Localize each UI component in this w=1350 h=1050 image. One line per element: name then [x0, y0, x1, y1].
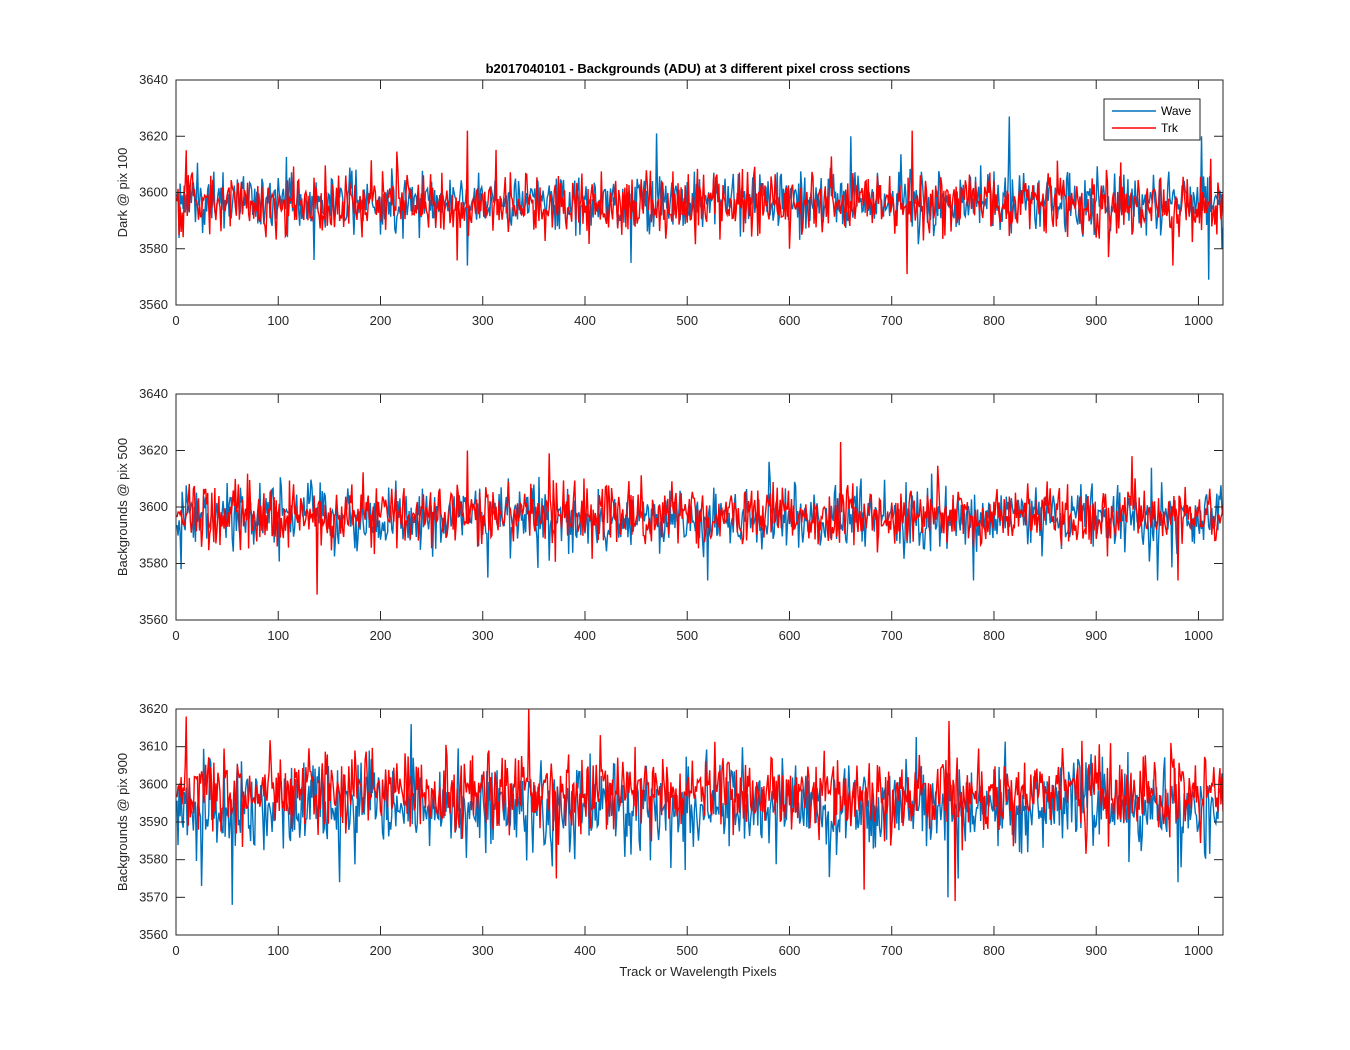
x-tick-label: 200	[370, 943, 392, 958]
y-axis-label: Backgrounds @ pix 900	[115, 753, 130, 891]
y-tick-label: 3640	[139, 72, 168, 87]
y-tick-label: 3580	[139, 852, 168, 867]
y-tick-label: 3600	[139, 776, 168, 791]
x-tick-label: 1000	[1184, 943, 1213, 958]
y-axis-label: Backgrounds @ pix 500	[115, 438, 130, 576]
x-tick-label: 1000	[1184, 628, 1213, 643]
x-tick-label: 900	[1085, 943, 1107, 958]
legend-label-trk: Trk	[1161, 121, 1179, 135]
y-tick-label: 3600	[139, 499, 168, 514]
x-tick-label: 0	[172, 313, 179, 328]
x-tick-label: 500	[676, 313, 698, 328]
chart-title: b2017040101 - Backgrounds (ADU) at 3 dif…	[486, 61, 911, 76]
x-tick-label: 200	[370, 628, 392, 643]
x-tick-label: 100	[267, 628, 289, 643]
y-tick-label: 3560	[139, 927, 168, 942]
series-line-trk	[176, 130, 1223, 275]
subplot-2: 0 100 200 300 400 500 600 700 800 900 1000 3560 3580…	[115, 386, 1224, 643]
x-tick-label: 800	[983, 943, 1005, 958]
x-tick-label: 400	[574, 628, 596, 643]
x-tick-label: 400	[574, 943, 596, 958]
x-tick-label: 300	[472, 313, 494, 328]
y-tick-label: 3560	[139, 612, 168, 627]
x-tick-label: 300	[472, 628, 494, 643]
y-tick-label: 3610	[139, 739, 168, 754]
x-tick-label: 900	[1085, 313, 1107, 328]
x-tick-label: 0	[172, 628, 179, 643]
y-tick-label: 3620	[139, 443, 168, 458]
y-tick-label: 3560	[139, 297, 168, 312]
x-tick-label: 100	[267, 313, 289, 328]
x-tick-label: 0	[172, 943, 179, 958]
subplot-1: 0 100 200 300 400 500 600 700 800 900 1000 3560 3580…	[115, 72, 1224, 328]
x-tick-label: 600	[779, 313, 801, 328]
x-tick-label: 300	[472, 943, 494, 958]
legend-label-wave: Wave	[1161, 104, 1192, 118]
y-tick-label: 3580	[139, 556, 168, 571]
x-tick-label: 200	[370, 313, 392, 328]
x-tick-label: 100	[267, 943, 289, 958]
x-tick-label: 700	[881, 943, 903, 958]
x-tick-label: 1000	[1184, 313, 1213, 328]
y-tick-label: 3590	[139, 814, 168, 829]
x-tick-label: 600	[779, 628, 801, 643]
series-line-trk	[176, 709, 1223, 902]
y-tick-label: 3580	[139, 241, 168, 256]
x-tick-label: 800	[983, 628, 1005, 643]
subplot-3: 0 100 200 300 400 500 600 700 800 900 1000 3560 3570…	[115, 701, 1224, 958]
x-tick-label: 400	[574, 313, 596, 328]
x-tick-label: 700	[881, 313, 903, 328]
x-tick-label: 700	[881, 628, 903, 643]
legend-box	[1103, 98, 1201, 141]
x-tick-label: 500	[676, 628, 698, 643]
x-tick-label: 600	[779, 943, 801, 958]
x-tick-label: 800	[983, 313, 1005, 328]
series-line-trk	[176, 442, 1223, 595]
x-axis-label: Track or Wavelength Pixels	[619, 964, 777, 979]
subplots: 0 100 200 300 400 500 600 700 800 900 100035603580…	[115, 72, 1224, 958]
x-tick-label: 500	[676, 943, 698, 958]
y-tick-label: 3570	[139, 889, 168, 904]
x-tick-label: 900	[1085, 628, 1107, 643]
y-axis-label: Dark @ pix 100	[115, 148, 130, 238]
y-tick-label: 3640	[139, 386, 168, 401]
y-tick-label: 3620	[139, 701, 168, 716]
y-tick-label: 3620	[139, 128, 168, 143]
legend: Wave Trk	[1103, 98, 1201, 141]
y-tick-label: 3600	[139, 185, 168, 200]
